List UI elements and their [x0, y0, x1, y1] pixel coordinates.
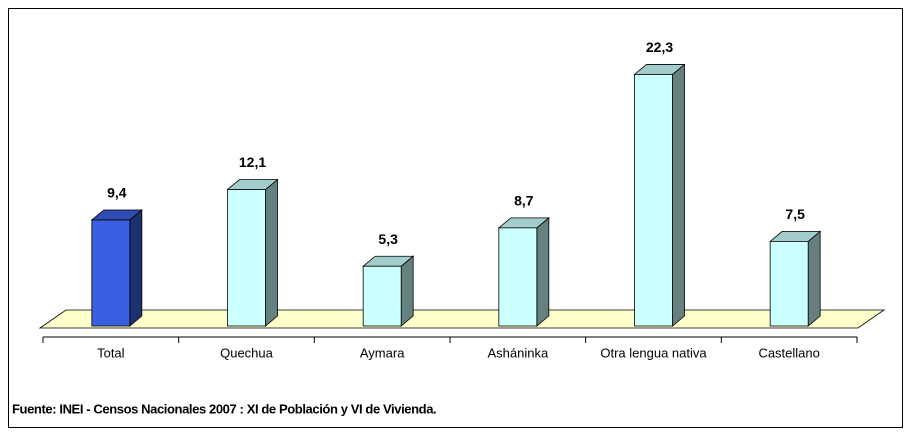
bar	[362, 265, 402, 327]
bar	[91, 219, 131, 327]
bar-side	[265, 178, 278, 327]
value-label: 12,1	[239, 154, 266, 170]
bar	[634, 74, 673, 327]
bar	[227, 189, 266, 327]
bar-side	[807, 230, 821, 327]
x-tick-label: Aymara	[360, 345, 405, 360]
x-tick-label: Quechua	[220, 345, 274, 360]
value-label: 8,7	[514, 193, 534, 209]
floor	[38, 309, 886, 329]
x-tick-label: Total	[97, 345, 125, 360]
bar	[769, 240, 809, 327]
x-tick-label: Otra lengua nativa	[600, 345, 707, 360]
bar-side	[672, 63, 685, 327]
value-label: 22,3	[646, 39, 673, 55]
bar-side	[536, 217, 550, 327]
value-label: 9,4	[107, 185, 127, 201]
bar	[498, 227, 538, 327]
bar-side	[129, 209, 143, 327]
x-tick-label: Castellano	[758, 345, 819, 360]
bar-side	[400, 255, 414, 327]
value-label: 5,3	[378, 231, 398, 247]
value-label: 7,5	[785, 206, 805, 222]
x-tick-label: Asháninka	[487, 345, 548, 360]
source-note: Fuente: INEI - Censos Nacionales 2007 : …	[12, 401, 436, 416]
chart-border	[8, 8, 903, 428]
